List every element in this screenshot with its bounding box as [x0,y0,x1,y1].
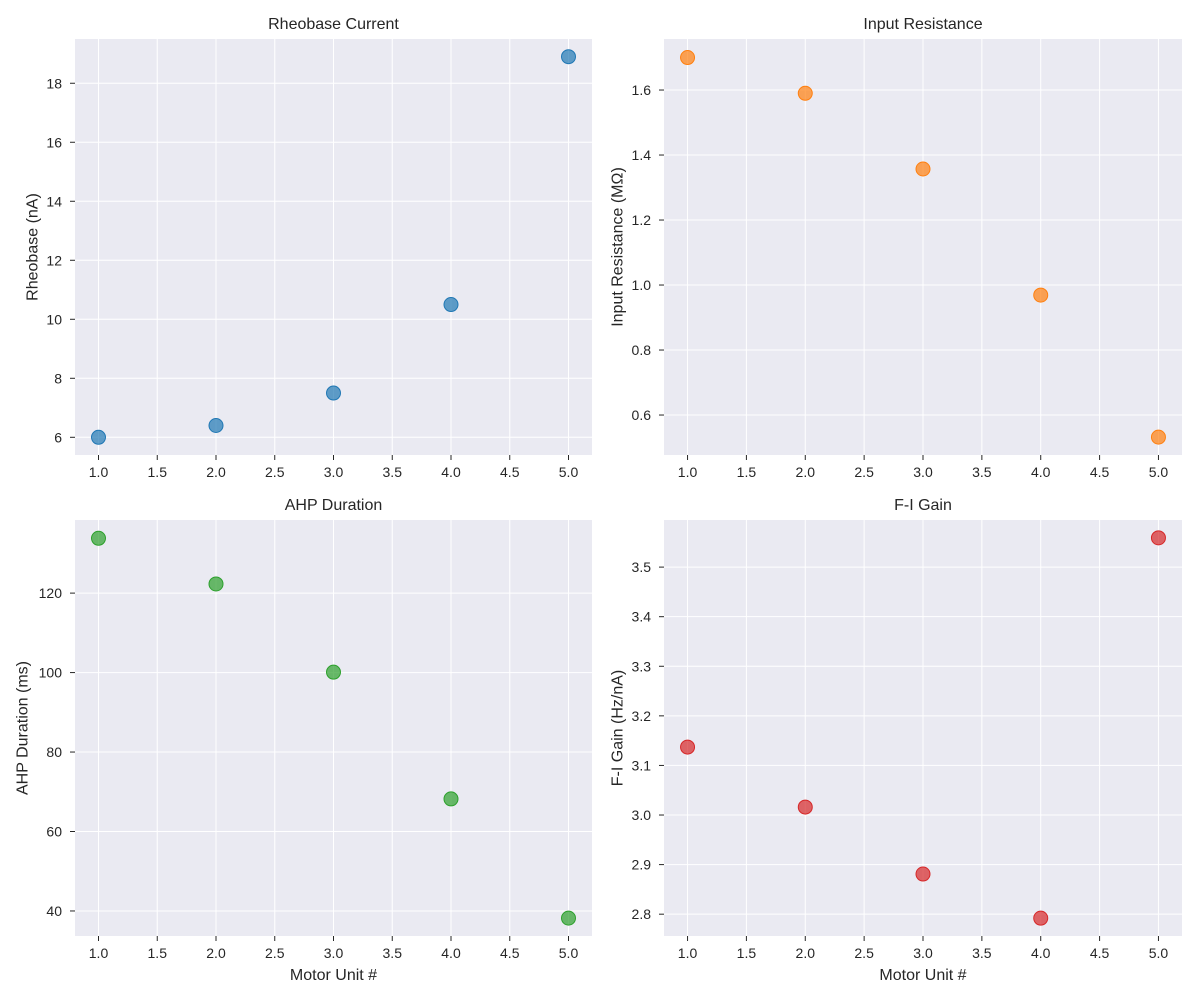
x-tick-label: 4.0 [1031,945,1051,961]
subplot-1: 1.0 1.5 2.0 2.5 3.0 3.5 4.0 4.5 5.0 6 8 10 12 14 16 18 R… [25,16,592,480]
y-tick-label: 16 [46,134,62,150]
x-tick-label: 3.0 [913,464,933,480]
x-tick-label: 2.0 [206,464,226,480]
y-axis-label: AHP Duration (ms) [15,661,32,795]
data-point [1150,530,1166,546]
data-point [326,664,341,680]
x-tick-label: 1.5 [148,945,168,961]
y-tick-label: 1.6 [632,82,652,98]
x-tick-label: 4.0 [441,945,461,961]
y-tick-label: 12 [46,252,62,268]
x-tick-label: 1.0 [89,945,109,961]
data-point [1033,287,1049,303]
x-tick-label: 3.0 [913,945,933,961]
data-point [797,799,813,815]
data-point [915,161,931,177]
x-tick-label: 4.5 [1090,945,1110,961]
x-axis-label: Motor Unit # [290,967,377,984]
subplot-2: 1.0 1.5 2.0 2.5 3.0 3.5 4.0 4.5 5.0 0.6 0.8 1.0 1.2 1… [610,16,1182,480]
x-tick-label: 3.0 [324,464,344,480]
y-tick-label: 3.2 [632,708,652,724]
x-tick-label: 3.5 [972,464,992,480]
y-tick-label: 3.4 [632,609,652,625]
data-point [1033,910,1049,926]
y-tick-label: 120 [39,585,63,601]
x-tick-label: 5.0 [559,464,579,480]
data-point [561,49,576,65]
x-tick-label: 2.0 [796,945,816,961]
y-tick-label: 0.6 [632,407,652,423]
x-tick-label: 4.0 [1031,464,1051,480]
y-tick-label: 2.9 [632,857,652,873]
y-axis-label: Input Resistance (MΩ) [610,167,627,327]
x-tick-label: 5.0 [559,945,579,961]
x-tick-label: 4.0 [441,464,461,480]
data-point [91,429,106,445]
chart-title: Input Resistance [863,16,982,33]
x-tick-label: 5.0 [1149,945,1169,961]
data-point [1150,429,1166,445]
x-tick-label: 1.5 [148,464,168,480]
x-tick-label: 1.0 [678,945,698,961]
x-tick-label: 2.5 [854,945,874,961]
data-point [797,85,813,101]
x-tick-label: 3.5 [383,464,403,480]
y-tick-label: 80 [46,744,62,760]
y-tick-label: 6 [54,429,62,445]
data-point [680,739,696,755]
y-tick-label: 8 [54,370,62,386]
chart-title: F-I Gain [894,497,952,514]
y-tick-label: 40 [46,903,62,919]
y-tick-label: 2.8 [632,906,652,922]
data-point [91,530,106,546]
x-tick-label: 2.5 [265,464,285,480]
data-point [208,417,224,433]
chart-title: Rheobase Current [268,16,399,33]
data-point [443,791,459,807]
data-point [680,50,696,66]
y-axis-label: Rheobase (nA) [25,193,42,301]
y-tick-label: 0.8 [632,342,652,358]
x-tick-label: 4.5 [500,464,520,480]
x-tick-label: 1.5 [737,464,757,480]
x-tick-label: 4.5 [500,945,520,961]
y-tick-label: 3.3 [632,658,652,674]
subplot-3: 1.0 1.5 2.0 2.5 3.0 3.5 4.0 4.5 5.0 40 60 80 100 120 A… [15,497,592,984]
x-tick-label: 3.5 [972,945,992,961]
y-tick-label: 1.4 [632,147,652,163]
y-tick-label: 100 [39,665,63,681]
x-tick-label: 1.0 [678,464,698,480]
subplot-4: 1.0 1.5 2.0 2.5 3.0 3.5 4.0 4.5 5.0 2.8 2.9 3.0 3.1 3… [610,497,1182,984]
data-point [561,910,576,926]
x-tick-label: 3.0 [324,945,344,961]
y-axis-label: F-I Gain (Hz/nA) [610,670,627,786]
x-tick-label: 5.0 [1149,464,1169,480]
data-point [208,576,224,592]
y-tick-label: 3.5 [632,559,652,575]
data-point [326,385,341,401]
y-tick-label: 1.0 [632,277,652,293]
data-point [443,297,459,313]
x-tick-label: 1.5 [737,945,757,961]
x-tick-label: 2.5 [854,464,874,480]
x-tick-label: 4.5 [1090,464,1110,480]
y-tick-label: 60 [46,824,62,840]
y-tick-label: 14 [46,193,62,209]
x-tick-label: 2.5 [265,945,285,961]
x-axis-label: Motor Unit # [879,967,966,984]
chart-title: AHP Duration [285,497,383,514]
x-tick-label: 1.0 [89,464,109,480]
x-tick-label: 2.0 [796,464,816,480]
y-tick-label: 3.1 [632,757,652,773]
x-tick-label: 2.0 [206,945,226,961]
y-tick-label: 10 [46,311,62,327]
x-tick-label: 3.5 [383,945,403,961]
y-tick-label: 1.2 [632,212,652,228]
y-tick-label: 18 [46,75,62,91]
y-tick-label: 3.0 [632,807,652,823]
data-point [915,866,931,882]
